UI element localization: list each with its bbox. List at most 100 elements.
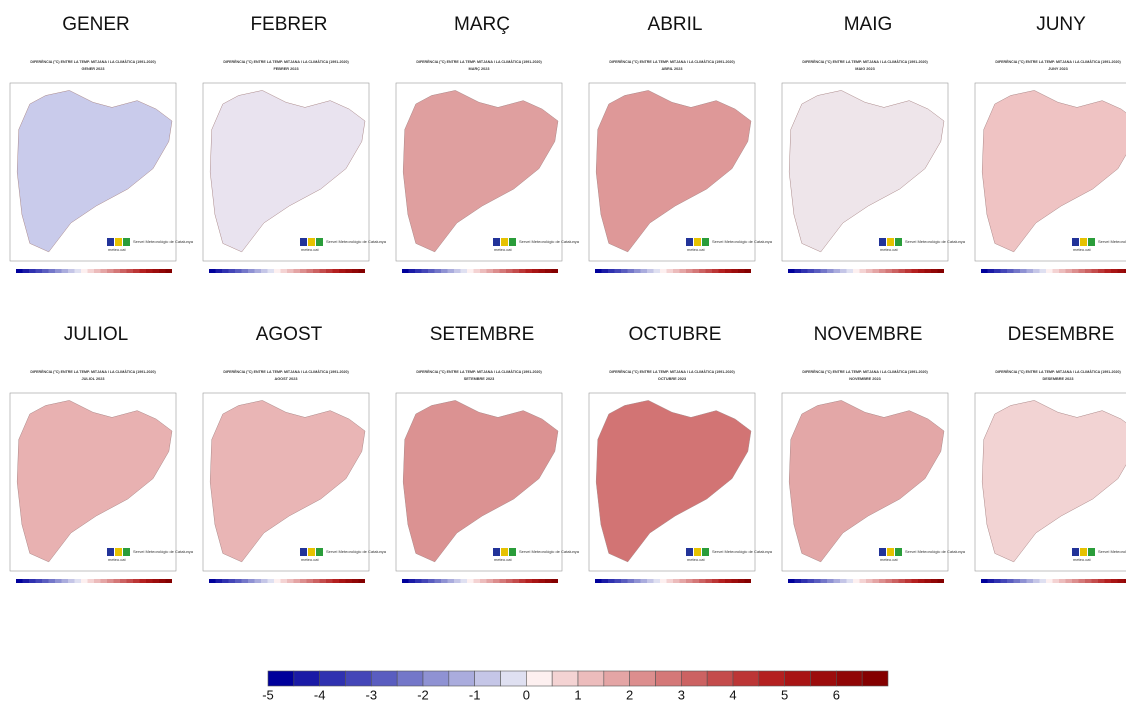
- mini-colorbar-cell: [892, 579, 899, 583]
- mini-colorbar-cell: [1001, 269, 1008, 273]
- logo-site: meteo.cat: [494, 247, 512, 252]
- legend-tick-label: 5: [781, 687, 788, 702]
- mini-colorbar-cell: [1111, 269, 1118, 273]
- mini-colorbar-cell: [1040, 269, 1047, 273]
- mini-colorbar-cell: [248, 269, 255, 273]
- mini-colorbar-cell: [641, 579, 648, 583]
- mini-colorbar-cell: [409, 269, 416, 273]
- mini-colorbar-cell: [127, 269, 134, 273]
- mini-colorbar-cell: [1033, 579, 1040, 583]
- mini-colorbar-cell: [159, 269, 166, 273]
- mini-colorbar-cell: [1079, 579, 1086, 583]
- logo-site: meteo.cat: [108, 557, 126, 562]
- mini-colorbar-cell: [506, 269, 513, 273]
- logo-site: meteo.cat: [687, 247, 705, 252]
- mini-colorbar-cell: [595, 579, 602, 583]
- mini-colorbar-cell: [519, 269, 526, 273]
- mini-colorbar-cell: [918, 579, 925, 583]
- map-panel: GENERDIFERÈNCIA (°C) ENTRE LA TEMP. MITJ…: [10, 14, 194, 273]
- mini-colorbar-cell: [454, 579, 461, 583]
- logo-square: [308, 548, 315, 556]
- legend-cell: [371, 671, 397, 686]
- legend-cell: [836, 671, 862, 686]
- mini-colorbar-cell: [500, 269, 507, 273]
- logo-square: [694, 238, 701, 246]
- mini-colorbar-cell: [209, 579, 216, 583]
- mini-colorbar-cell: [480, 579, 487, 583]
- legend-cell: [475, 671, 501, 686]
- legend-cell: [785, 671, 811, 686]
- mini-colorbar-cell: [81, 269, 88, 273]
- mini-colorbar-cell: [352, 269, 359, 273]
- mini-colorbar-cell: [1027, 579, 1034, 583]
- panel-header: DIFERÈNCIA (°C) ENTRE LA TEMP. MITJANA I…: [223, 369, 349, 374]
- mini-colorbar-cell: [474, 269, 481, 273]
- panel-subtitle: ABRIL 2023: [661, 67, 682, 71]
- logo-square: [509, 238, 516, 246]
- logo-name: Servei Meteorològic de Catalunya: [133, 239, 194, 244]
- map-panel: JUNYDIFERÈNCIA (°C) ENTRE LA TEMP. MITJA…: [975, 14, 1126, 273]
- mini-colorbar-cell: [667, 269, 674, 273]
- mini-colorbar-cell: [140, 269, 147, 273]
- mini-colorbar-cell: [474, 579, 481, 583]
- logo-site: meteo.cat: [108, 247, 126, 252]
- map-panel: JULIOLDIFERÈNCIA (°C) ENTRE LA TEMP. MIT…: [10, 324, 194, 583]
- logo-site: meteo.cat: [1073, 247, 1091, 252]
- mini-colorbar-cell: [873, 579, 880, 583]
- mini-colorbar-cell: [1066, 269, 1073, 273]
- mini-colorbar-cell: [699, 269, 706, 273]
- mini-colorbar-cell: [988, 269, 995, 273]
- panel-header: DIFERÈNCIA (°C) ENTRE LA TEMP. MITJANA I…: [995, 369, 1121, 374]
- legend-cell: [656, 671, 682, 686]
- legend-cell: [449, 671, 475, 686]
- mini-colorbar-cell: [526, 579, 533, 583]
- mini-colorbar-cell: [216, 579, 223, 583]
- logo-square: [694, 548, 701, 556]
- logo-name: Servei Meteorològic de Catalunya: [519, 549, 580, 554]
- mini-colorbar-cell: [346, 579, 353, 583]
- mini-colorbar-cell: [153, 579, 160, 583]
- logo-square: [115, 238, 122, 246]
- mini-colorbar-cell: [140, 579, 147, 583]
- panel-subtitle: SETEMBRE 2023: [464, 377, 495, 381]
- mini-colorbar-cell: [68, 269, 75, 273]
- mini-colorbar-cell: [834, 579, 841, 583]
- legend-cell: [604, 671, 630, 686]
- legend-cell: [423, 671, 449, 686]
- mini-colorbar-cell: [274, 579, 281, 583]
- mini-colorbar-cell: [333, 579, 340, 583]
- mini-colorbar-cell: [925, 579, 932, 583]
- mini-colorbar-cell: [1072, 579, 1079, 583]
- mini-colorbar-cell: [667, 579, 674, 583]
- logo-site: meteo.cat: [880, 247, 898, 252]
- mini-colorbar-cell: [120, 579, 127, 583]
- logo-name: Servei Meteorològic de Catalunya: [519, 239, 580, 244]
- legend-cell: [681, 671, 707, 686]
- mini-colorbar-cell: [346, 269, 353, 273]
- mini-colorbar-cell: [402, 579, 409, 583]
- mini-colorbar-cell: [699, 579, 706, 583]
- mini-colorbar-cell: [1040, 579, 1047, 583]
- panel-header: DIFERÈNCIA (°C) ENTRE LA TEMP. MITJANA I…: [30, 59, 156, 64]
- logo-square: [115, 548, 122, 556]
- logo-square: [887, 548, 894, 556]
- mini-colorbar-cell: [532, 579, 539, 583]
- mini-colorbar-cell: [1092, 269, 1099, 273]
- mini-colorbar-cell: [313, 269, 320, 273]
- logo-square: [316, 238, 323, 246]
- logo-square: [501, 548, 508, 556]
- mini-colorbar-cell: [615, 269, 622, 273]
- mini-colorbar-cell: [101, 269, 108, 273]
- mini-colorbar-cell: [422, 269, 429, 273]
- mini-colorbar-cell: [287, 269, 294, 273]
- logo-square: [107, 548, 114, 556]
- mini-colorbar-cell: [16, 269, 23, 273]
- mini-colorbar-cell: [461, 269, 468, 273]
- mini-colorbar-cell: [107, 269, 114, 273]
- logo-square: [686, 548, 693, 556]
- legend-cell: [811, 671, 837, 686]
- mini-colorbar-cell: [732, 579, 739, 583]
- logo-site: meteo.cat: [1073, 557, 1091, 562]
